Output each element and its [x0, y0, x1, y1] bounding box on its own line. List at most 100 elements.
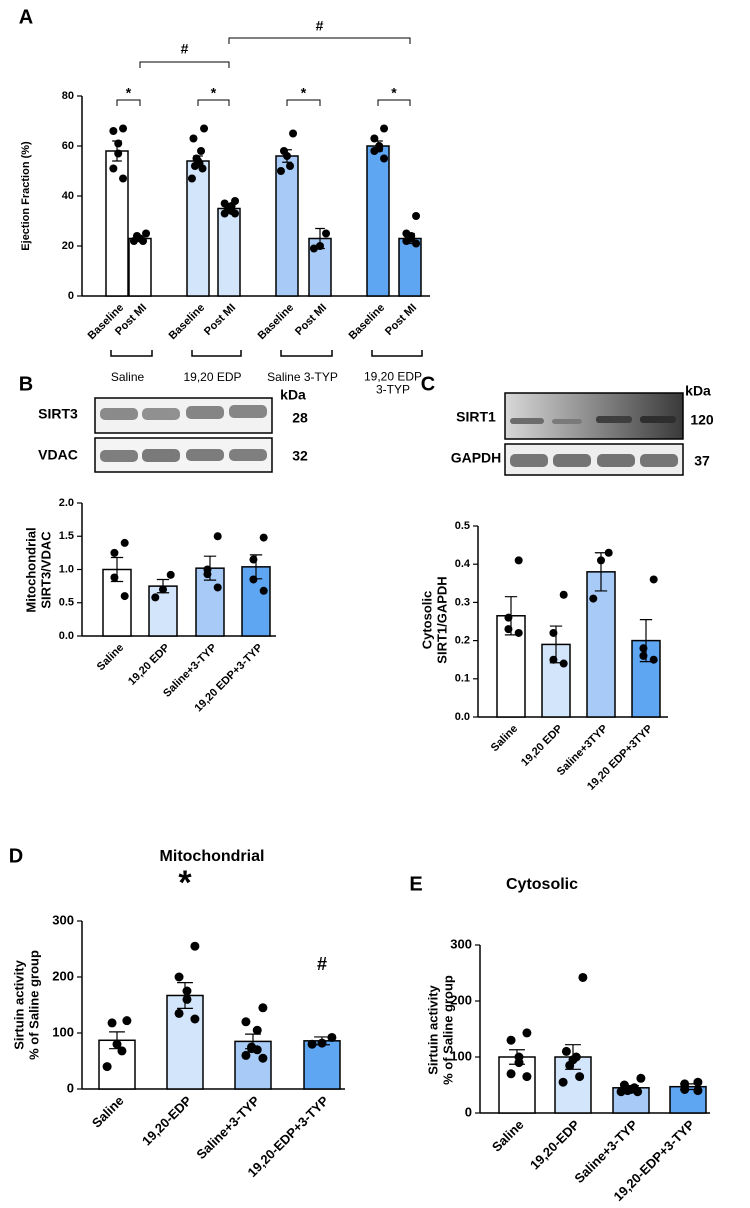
- data-point: [317, 1038, 327, 1048]
- data-point: [200, 124, 209, 133]
- data-point: [213, 583, 222, 592]
- data-point: [289, 129, 298, 138]
- data-point: [504, 625, 513, 634]
- bar: [366, 145, 390, 297]
- y-tick-label: 0.5: [59, 597, 74, 609]
- data-point: [119, 124, 128, 133]
- data-point: [112, 1039, 122, 1049]
- significance-mark: *: [178, 864, 192, 902]
- data-point: [514, 628, 523, 637]
- data-point: [159, 585, 167, 594]
- data-point: [203, 570, 212, 579]
- significance-bracket: [197, 99, 230, 106]
- y-tick-label: 0: [67, 1080, 74, 1095]
- data-point: [522, 1028, 532, 1038]
- significance-mark: *: [391, 85, 397, 101]
- group-bracket: [110, 350, 153, 357]
- data-point: [639, 644, 648, 653]
- blot-size: 120: [690, 412, 714, 428]
- data-point: [514, 556, 523, 565]
- bar: [303, 1040, 341, 1090]
- data-point: [258, 1053, 268, 1063]
- data-point: [322, 229, 331, 238]
- data-point: [174, 972, 184, 982]
- data-point: [142, 229, 151, 238]
- group-bracket: [191, 350, 242, 357]
- significance-mark: *: [301, 85, 307, 101]
- data-point: [249, 555, 258, 564]
- panel-label: D: [9, 845, 23, 867]
- y-tick-label: 100: [450, 1048, 472, 1063]
- data-point: [258, 1003, 268, 1013]
- data-point: [110, 548, 119, 557]
- data-point: [316, 242, 324, 250]
- y-tick-label: 0.3: [455, 596, 470, 608]
- chart-title: Cytosolic: [506, 876, 578, 893]
- data-point: [241, 1050, 251, 1060]
- data-point: [380, 154, 389, 163]
- data-point: [114, 149, 123, 158]
- data-point: [129, 237, 138, 245]
- western-blot: [94, 397, 273, 473]
- data-point: [559, 659, 568, 668]
- data-point: [309, 244, 318, 253]
- y-tick-label: 200: [450, 992, 472, 1007]
- blot-size: 37: [694, 453, 710, 469]
- significance-mark: #: [316, 18, 324, 34]
- bar: [275, 155, 299, 297]
- data-point: [693, 1077, 703, 1087]
- group-label: 19,20 EDP: [183, 370, 241, 384]
- x-tick-label: Post MI: [293, 302, 329, 338]
- panel-label: B: [19, 373, 33, 395]
- group-label: Saline 3-TYP: [267, 370, 338, 384]
- blot-unit: kDa: [685, 383, 711, 399]
- data-point: [589, 594, 598, 603]
- y-axis-label: CytosolicSIRT1/GAPDH: [420, 576, 450, 663]
- data-point: [182, 986, 192, 996]
- group-label: 19,20 EDP 3-TYP: [364, 370, 422, 397]
- x-tick-label: Saline: [489, 723, 520, 754]
- data-point: [506, 1035, 516, 1045]
- data-point: [151, 593, 160, 602]
- data-point: [549, 655, 558, 664]
- x-tick-label: 19,20-EDP: [527, 1117, 583, 1173]
- data-point: [522, 1072, 532, 1082]
- blot-size: 28: [292, 410, 308, 426]
- bar: [166, 994, 204, 1090]
- bar: [586, 571, 616, 718]
- data-point: [120, 538, 129, 547]
- bar: [128, 237, 152, 297]
- data-point: [182, 994, 192, 1004]
- blot-size: 32: [292, 448, 308, 464]
- y-axis-label: MitochondrialSIRT3/VDAC: [24, 527, 54, 612]
- y-tick-label: 0: [465, 1104, 472, 1119]
- panel-label: C: [421, 373, 435, 395]
- bar: [217, 207, 241, 297]
- data-point: [252, 1045, 262, 1055]
- data-point: [327, 1032, 337, 1042]
- significance-bracket: [377, 99, 411, 106]
- significance-mark: #: [181, 41, 189, 57]
- data-point: [307, 1039, 317, 1049]
- data-point: [370, 147, 379, 155]
- data-point: [166, 570, 175, 579]
- data-point: [561, 1046, 571, 1056]
- bar: [148, 585, 178, 637]
- data-point: [198, 164, 207, 173]
- data-point: [190, 941, 200, 951]
- data-point: [604, 548, 613, 557]
- group-bracket: [371, 350, 423, 357]
- y-tick-label: 0: [68, 290, 74, 302]
- data-point: [190, 162, 199, 170]
- data-point: [189, 134, 198, 143]
- data-point: [412, 212, 421, 220]
- y-tick-label: 200: [52, 968, 74, 983]
- blot-row-label: SIRT1: [456, 409, 496, 425]
- y-tick-label: 0.0: [59, 630, 74, 642]
- x-tick-label: Saline: [489, 1117, 527, 1155]
- data-point: [139, 237, 148, 245]
- data-point: [633, 1087, 643, 1097]
- y-tick-label: 0.1: [455, 673, 470, 685]
- panel-label: E: [409, 873, 422, 895]
- data-point: [597, 556, 605, 565]
